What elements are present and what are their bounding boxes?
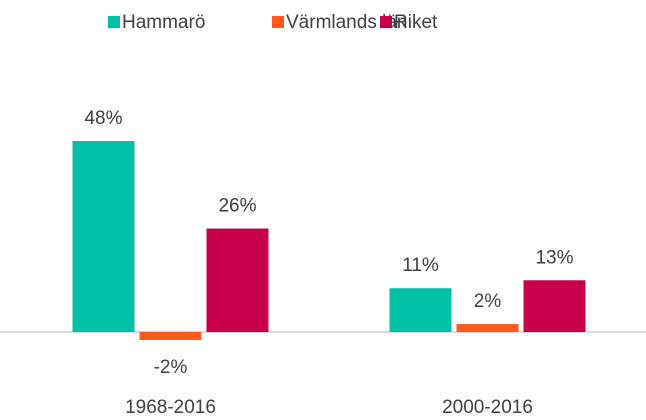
data-label: 26% — [218, 196, 256, 217]
legend-swatch — [272, 16, 284, 28]
data-label: 48% — [84, 108, 122, 129]
legend-label: Värmlands län — [286, 12, 407, 33]
legend-label: Riket — [394, 12, 438, 33]
x-tick-label: 2000-2016 — [442, 397, 533, 418]
bar — [523, 280, 586, 332]
data-label: -2% — [154, 357, 188, 378]
bar — [72, 141, 135, 332]
x-tick-label: 1968-2016 — [125, 397, 216, 418]
bar — [456, 324, 519, 332]
data-label: 13% — [535, 247, 573, 268]
bar — [139, 332, 202, 340]
data-label: 11% — [402, 255, 439, 276]
legend-swatch — [380, 16, 392, 28]
legend-label: Hammarö — [122, 12, 205, 33]
data-label: 2% — [474, 291, 502, 312]
bar — [389, 288, 452, 332]
legend-swatch — [108, 16, 120, 28]
bar — [206, 228, 269, 332]
